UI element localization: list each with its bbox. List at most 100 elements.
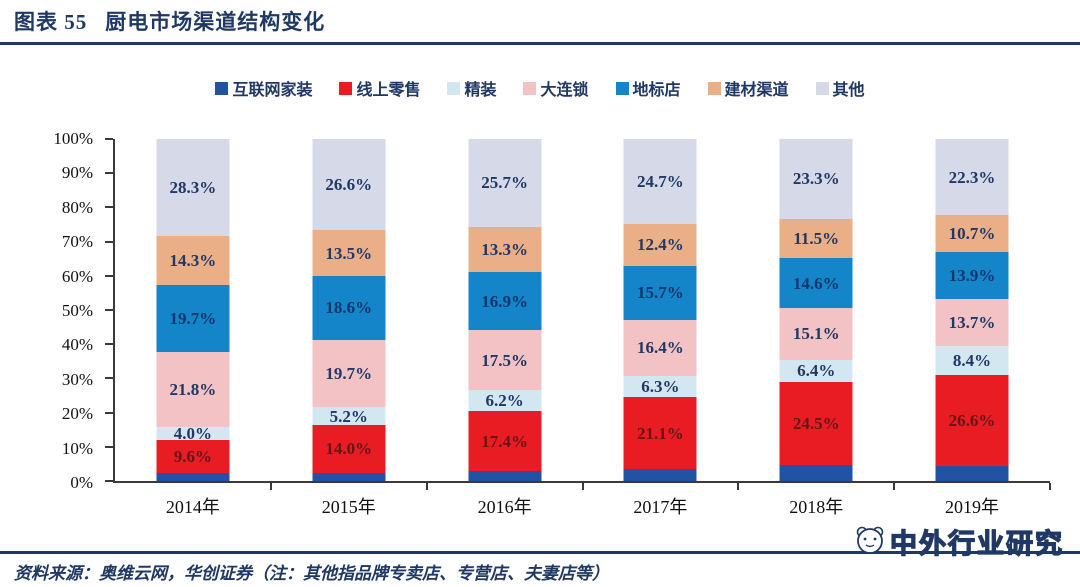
y-tick-mark [105,274,113,277]
legend-swatch [447,81,461,95]
legend-label: 地标店 [632,82,681,99]
segment-value-label: 13.5% [325,243,373,263]
page-title: 图表 55 厨电市场渠道结构变化 [14,6,325,36]
legend-item-地标店: 地标店 [615,76,681,100]
columns: 9.6% 4.0% 21.8% 19.7% 14.3% 28.3% 2014年 14.0% 5.… [115,139,1050,517]
segment-大连锁: 13.7% [935,299,1009,347]
legend-swatch [339,81,353,95]
legend-item-大连锁: 大连锁 [523,76,589,100]
segment-value-label: 14.0% [325,439,373,459]
footer-divider [0,551,1080,554]
segment-value-label: 6.2% [485,391,524,411]
bar-2019年: 26.6% 8.4% 13.7% 13.9% 10.7% 22.3% [935,139,1009,481]
segment-线上零售: 21.1% [623,397,697,470]
segment-value-label: 16.4% [637,338,684,358]
y-tick-mark [105,377,113,380]
legend-label: 建材渠道 [724,82,789,99]
segment-value-label: 24.7% [637,171,684,191]
legend-item-线上零售: 线上零售 [339,76,420,100]
segment-value-label: 11.5% [793,228,840,248]
segment-value-label: 8.4% [952,351,992,371]
segment-线上零售: 26.6% [935,374,1009,466]
segment-value-label: 14.3% [169,250,217,270]
source-note: 资料来源：奥维云网，华创证券（注：其他指品牌专卖店、专营店、夫妻店等） [14,564,609,583]
segment-其他: 25.7% [468,139,542,227]
legend-label: 线上零售 [356,82,421,99]
x-tick-mark [581,483,584,490]
category-slot: 26.6% 8.4% 13.7% 13.9% 10.7% 22.3% 2019年 [894,139,1050,517]
segment-精装: 6.2% [468,390,542,412]
y-tick-mark [105,343,113,346]
segment-value-label: 26.6% [325,175,373,195]
segment-value-label: 23.3% [792,169,840,189]
segment-大连锁: 19.7% [312,339,386,408]
segment-其他: 28.3% [156,139,230,236]
y-axis: 0% 10% 20% 30% 40% 50% 60% 70% 80% 90% 100% [0,129,103,492]
segment-value-label: 17.4% [481,431,528,451]
segment-value-label: 13.3% [481,240,528,260]
y-tick-mark [105,138,113,140]
segment-value-label: 25.7% [481,173,528,193]
segment-value-label: 12.4% [637,235,684,255]
segment-value-label: 5.2% [329,406,368,426]
x-tick-mark [425,483,428,490]
segment-value-label: 13.9% [948,266,996,286]
segment-value-label: 21.8% [169,379,217,399]
segment-其他: 26.6% [312,139,386,231]
y-tick-mark [105,206,113,209]
legend-item-其他: 其他 [815,76,865,100]
watermark-text: 中外行业研究 [889,528,1064,559]
segment-互联网家装 [156,473,230,481]
segment-value-label: 18.6% [325,298,373,318]
segment-value-label: 15.7% [637,283,684,303]
segment-value-label: 13.7% [948,313,996,333]
title-divider [0,42,1080,45]
watermark-logo-icon [852,521,888,562]
segment-大连锁: 15.1% [779,307,853,360]
x-axis-label: 2019年 [945,497,1000,517]
x-tick-mark [1049,483,1051,490]
category-slot: 24.5% 6.4% 15.1% 14.6% 11.5% 23.3% 2018年 [738,139,894,517]
legend-label: 互联网家装 [232,82,313,99]
segment-线上零售: 17.4% [468,411,542,471]
segment-地标店: 13.9% [935,251,1009,300]
segment-互联网家装 [312,472,386,481]
legend-label: 大连锁 [540,82,589,99]
segment-其他: 22.3% [935,139,1009,216]
segment-线上零售: 9.6% [156,440,230,474]
segment-value-label: 19.7% [169,308,217,328]
x-axis-label: 2014年 [165,497,220,517]
segment-精装: 4.0% [156,423,230,443]
segment-value-label: 6.3% [641,376,680,396]
segment-value-label: 22.3% [948,167,996,187]
y-tick-mark [105,172,113,175]
segment-精装: 8.4% [935,346,1009,375]
x-axis-label: 2018年 [789,497,844,517]
segment-大连锁: 16.4% [623,319,697,376]
y-tick-mark [105,309,113,311]
segment-value-label: 24.5% [792,413,840,433]
segment-value-label: 4.0% [173,423,213,443]
segment-地标店: 15.7% [623,265,697,320]
legend-swatch [815,81,829,95]
segment-大连锁: 17.5% [468,330,542,391]
segment-地标店: 14.6% [779,258,853,308]
y-tick-label: 60% [61,266,93,286]
legend-label: 精装 [464,82,497,99]
y-tick-label: 30% [61,369,93,389]
segment-建材渠道: 10.7% [935,215,1009,252]
segment-地标店: 19.7% [156,284,230,353]
y-tick-label: 10% [61,438,93,458]
chart-legend: 互联网家装 线上零售 精装 大连锁 地标店 建材渠道 其他 [0,76,1080,100]
bar-2017年: 21.1% 6.3% 16.4% 15.7% 12.4% 24.7% [623,139,697,481]
y-tick-label: 50% [61,301,93,320]
legend-item-互联网家装: 互联网家装 [215,76,312,100]
y-tick-label: 100% [53,129,93,148]
segment-建材渠道: 14.3% [156,235,230,285]
category-slot: 14.0% 5.2% 19.7% 18.6% 13.5% 26.6% 2015年 [271,139,427,517]
segment-建材渠道: 12.4% [623,223,697,266]
y-tick-label: 80% [61,197,93,217]
bar-2018年: 24.5% 6.4% 15.1% 14.6% 11.5% 23.3% [779,139,853,481]
x-tick-mark [737,483,740,490]
y-tick-label: 40% [61,335,93,355]
